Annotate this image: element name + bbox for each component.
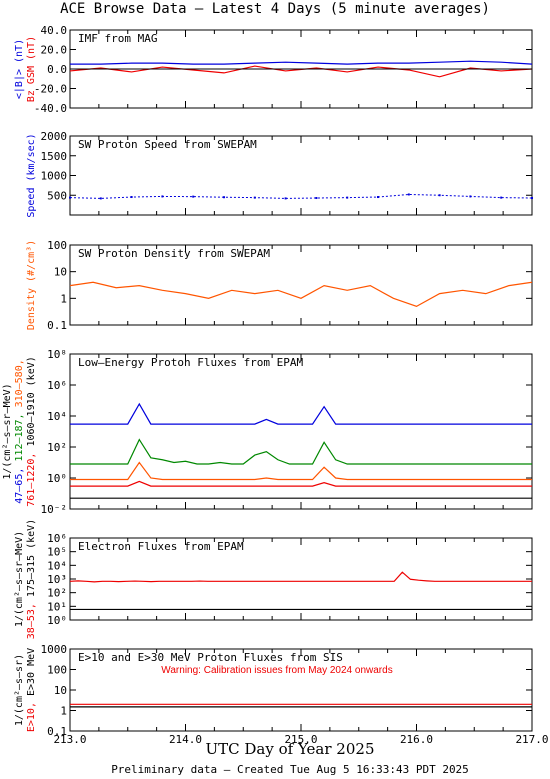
y-axis-label-line: 38–53, 175–315 (keV) xyxy=(26,519,37,639)
y-axis-label-part: 38–53, xyxy=(26,597,37,639)
data-point xyxy=(223,196,225,199)
y-tick-label: 10⁻² xyxy=(41,503,68,516)
series-line-1 xyxy=(69,571,532,583)
series-line-3 xyxy=(70,461,532,481)
data-point xyxy=(284,197,287,200)
y-axis-label-line: 761–1220, 1060–1910 (keV) xyxy=(26,356,37,507)
footer-text: Preliminary data – Created Tue Aug 5 16:… xyxy=(111,763,469,776)
data-point xyxy=(531,197,533,200)
y-tick-label: 20.0 xyxy=(41,44,68,57)
y-tick-label: 10⁸ xyxy=(47,348,67,361)
y-tick-label: 10⁰ xyxy=(47,472,67,485)
series-line-2 xyxy=(70,438,532,465)
y-axis-label-line: Bz GSM (nT) xyxy=(26,36,37,102)
y-tick-label: 2000 xyxy=(41,130,68,143)
warning-annotation: Warning: Calibration issues from May 202… xyxy=(161,665,392,676)
y-tick-label: 100 xyxy=(47,239,67,252)
y-axis-label-line: 1/(cm²–s–sr–MeV) xyxy=(2,383,13,479)
y-tick-label: 1000 xyxy=(41,170,68,183)
y-tick-label: 1500 xyxy=(41,150,68,163)
y-tick-label: 0.0 xyxy=(47,63,67,76)
series-line-4 xyxy=(70,480,532,487)
y-axis-label-part: 112–187, xyxy=(14,407,25,461)
y-tick-label: 0.1 xyxy=(47,725,67,738)
series-line-1 xyxy=(69,281,533,308)
y-tick-label: 1 xyxy=(60,705,67,718)
y-tick-label: 10⁰ xyxy=(47,614,67,627)
y-tick-label: 1 xyxy=(60,292,67,305)
series-line-1 xyxy=(69,193,533,199)
y-tick-label: 0.1 xyxy=(47,319,67,332)
data-point xyxy=(315,197,318,200)
series-line-1 xyxy=(70,402,532,425)
y-tick-label: 10⁵ xyxy=(47,546,67,559)
y-axis-label-line: Density (#/cm³) xyxy=(26,240,37,330)
y-tick-label: 500 xyxy=(47,189,67,202)
data-point xyxy=(192,195,195,198)
y-axis-label-line: 47–65, 112–187, 310–580, xyxy=(14,359,25,504)
y-axis-label-part: E>30 MeV xyxy=(26,648,37,696)
y-tick-label: 10⁶ xyxy=(47,532,67,545)
x-axis-label: UTC Day of Year 2025 xyxy=(206,740,375,758)
y-axis-label-line: 1/(cm²–s–sr–MeV) xyxy=(14,531,25,627)
y-tick-label: 10² xyxy=(47,587,67,600)
panel-title-2: SW Proton Speed from SWEPAM xyxy=(78,138,257,151)
y-axis-label-part: 1060–1910 (keV) xyxy=(26,356,37,446)
data-point xyxy=(99,197,102,200)
y-axis-label-part: E>10, xyxy=(26,696,37,732)
y-tick-label: 10⁴ xyxy=(47,559,67,572)
x-tick-label: 214.0 xyxy=(169,733,202,746)
y-axis-label-part: 175–315 (keV) xyxy=(26,519,37,597)
x-tick-label: 215.0 xyxy=(284,733,317,746)
data-point xyxy=(500,196,503,199)
y-tick-label: 10 xyxy=(54,684,67,697)
series-line-2 xyxy=(69,65,533,78)
y-tick-label: 10⁶ xyxy=(47,379,67,392)
panel-title-6: E>10 and E>30 MeV Proton Fluxes from SIS xyxy=(78,651,343,664)
y-axis-label-line: Speed (km/sec) xyxy=(26,133,37,217)
y-axis-label-line: <|B|> (nT) xyxy=(14,39,25,99)
x-tick-label: 213.0 xyxy=(53,733,86,746)
panel-title-5: Electron Fluxes from EPAM xyxy=(78,540,244,553)
y-tick-label: -20.0 xyxy=(34,83,67,96)
data-point xyxy=(407,193,410,196)
y-tick-label: -40.0 xyxy=(34,102,67,115)
y-tick-label: 1000 xyxy=(41,643,68,656)
y-tick-label: 10¹ xyxy=(47,600,67,613)
panel-title-1: IMF from MAG xyxy=(78,32,157,45)
y-axis-label-part: 761–1220, xyxy=(26,447,37,507)
x-tick-label: 217.0 xyxy=(515,733,548,746)
y-tick-label: 10⁴ xyxy=(47,410,67,423)
y-axis-label-line: E>10, E>30 MeV xyxy=(26,648,37,732)
figure-title: ACE Browse Data – Latest 4 Days (5 minut… xyxy=(60,1,490,17)
y-tick-label: 100 xyxy=(47,664,67,677)
series-line-1 xyxy=(70,60,533,65)
y-tick-label: 10 xyxy=(54,266,67,279)
panel-title-4: Low–Energy Proton Fluxes from EPAM xyxy=(78,356,304,369)
y-axis-label-part: 47–65, xyxy=(14,462,25,504)
panel-title-3: SW Proton Density from SWEPAM xyxy=(78,247,270,260)
y-tick-label: 40.0 xyxy=(41,24,68,37)
y-tick-label: 10² xyxy=(47,441,67,454)
x-tick-label: 216.0 xyxy=(400,733,433,746)
y-axis-label-line: 1/(cm²–s–sr) xyxy=(14,654,25,726)
y-axis-label-part: 310–580, xyxy=(14,359,25,407)
y-tick-label: 10³ xyxy=(47,573,67,586)
